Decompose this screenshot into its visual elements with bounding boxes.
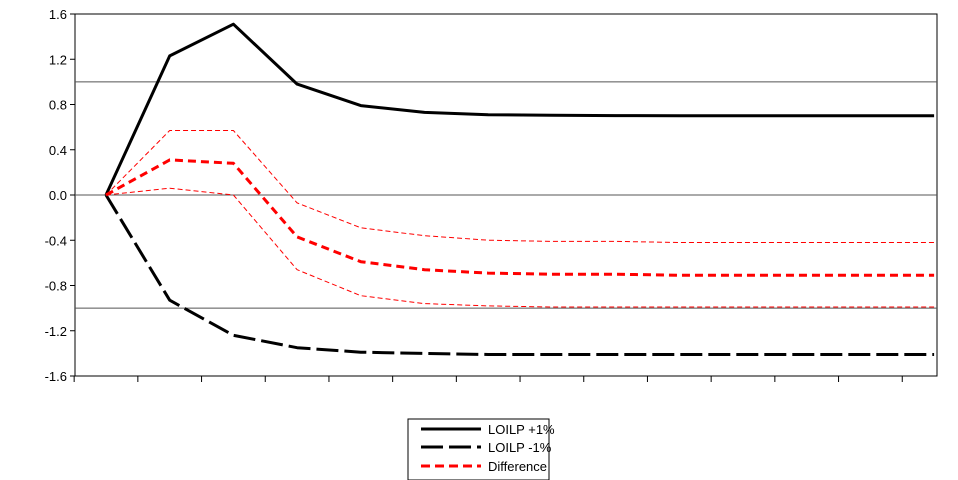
y-tick-label: 1.2: [49, 52, 67, 67]
y-tick-label: -1.6: [45, 369, 67, 384]
y-axis-ticks: 1.6 1.2 0.8 0.4 0.0 -0.4 -0.8 -1.2 -1.6: [45, 7, 75, 384]
legend-label-difference: Difference: [488, 459, 547, 474]
series-line-3: [105, 130, 935, 243]
legend-label-loilp-plus: LOILP +1%: [488, 422, 555, 437]
y-tick-label: -1.2: [45, 324, 67, 339]
y-tick-label: 0.0: [49, 188, 67, 203]
legend-label-loilp-minus: LOILP -1%: [488, 440, 552, 455]
y-tick-label: 0.8: [49, 98, 67, 113]
series-line-1: [104, 194, 935, 356]
series-layer: [104, 22, 935, 356]
series-line-2: [105, 158, 935, 277]
reference-lines: [75, 81, 937, 309]
y-tick-label: -0.4: [45, 233, 67, 248]
series-line-4: [105, 187, 935, 308]
y-tick-label: -0.8: [45, 279, 67, 294]
x-axis-ticks: [73, 376, 903, 382]
legend: LOILP +1% LOILP -1% Difference: [407, 418, 555, 480]
y-tick-label: 0.4: [49, 143, 67, 158]
y-tick-label: 1.6: [49, 7, 67, 22]
series-line-0: [104, 22, 935, 196]
